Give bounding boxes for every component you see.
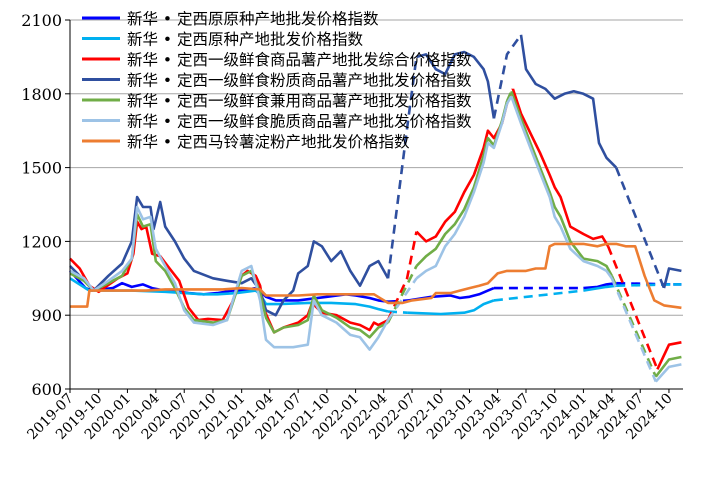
- y-axis-ticks: 600 900 1200 1500 1800 2100: [21, 11, 70, 399]
- y-tick-label: 600: [31, 380, 62, 399]
- series-segment: [654, 355, 682, 378]
- legend-label: 新华 • 定西马铃薯淀粉产地批发价格指数: [127, 133, 410, 151]
- series-segment: [656, 341, 682, 370]
- legend-label: 新华 • 定西一级鲜食兼用商品薯产地批发价格指数: [127, 92, 472, 110]
- series-line: [70, 242, 682, 310]
- y-tick-label: 1200: [21, 232, 62, 251]
- series-segment: [415, 103, 509, 243]
- series-segment-dashed: [386, 277, 418, 321]
- series-segment: [69, 205, 390, 351]
- series-line: [69, 95, 682, 383]
- series-segment-dashed: [386, 265, 418, 324]
- legend-label: 新华 • 定西原种产地批发价格指数: [127, 31, 363, 49]
- series-segment-dashed: [614, 167, 666, 289]
- legend-label: 新华 • 定西原原种产地批发价格指数: [127, 10, 379, 28]
- series-segment: [407, 299, 495, 316]
- series-segment-dashed: [610, 277, 657, 383]
- legend-label: 新华 • 定西一级鲜食脆质商品薯产地批发价格指数: [127, 113, 472, 131]
- series-segment-dashed: [493, 289, 584, 302]
- series-segment-dashed: [387, 299, 409, 303]
- series-segment: [70, 242, 682, 310]
- series-segment: [415, 103, 509, 280]
- legend-label: 新华 • 定西一级鲜食粉质商品薯产地批发价格指数: [127, 72, 472, 90]
- series-segment-dashed: [606, 245, 659, 370]
- y-tick-label: 1800: [21, 85, 62, 104]
- series-segment-dashed: [386, 56, 418, 279]
- series-segment: [583, 284, 617, 292]
- series-segment: [408, 286, 495, 302]
- series-segment: [416, 50, 496, 119]
- series-segment: [511, 88, 610, 247]
- series-layer: [69, 34, 682, 383]
- series-segment: [510, 95, 613, 280]
- y-tick-label: 900: [31, 306, 62, 325]
- series-segment-dashed: [492, 34, 523, 119]
- y-tick-label: 2100: [21, 11, 62, 30]
- series-segment-dashed: [386, 231, 418, 321]
- series-segment: [519, 34, 618, 169]
- series-segment: [583, 281, 617, 290]
- y-tick-label: 1500: [21, 159, 62, 178]
- series-segment: [510, 90, 613, 277]
- series-segment: [662, 267, 682, 289]
- legend-label: 新华 • 定西一级鲜食商品薯产地批发综合价格指数: [127, 51, 472, 69]
- series-segment: [654, 363, 682, 383]
